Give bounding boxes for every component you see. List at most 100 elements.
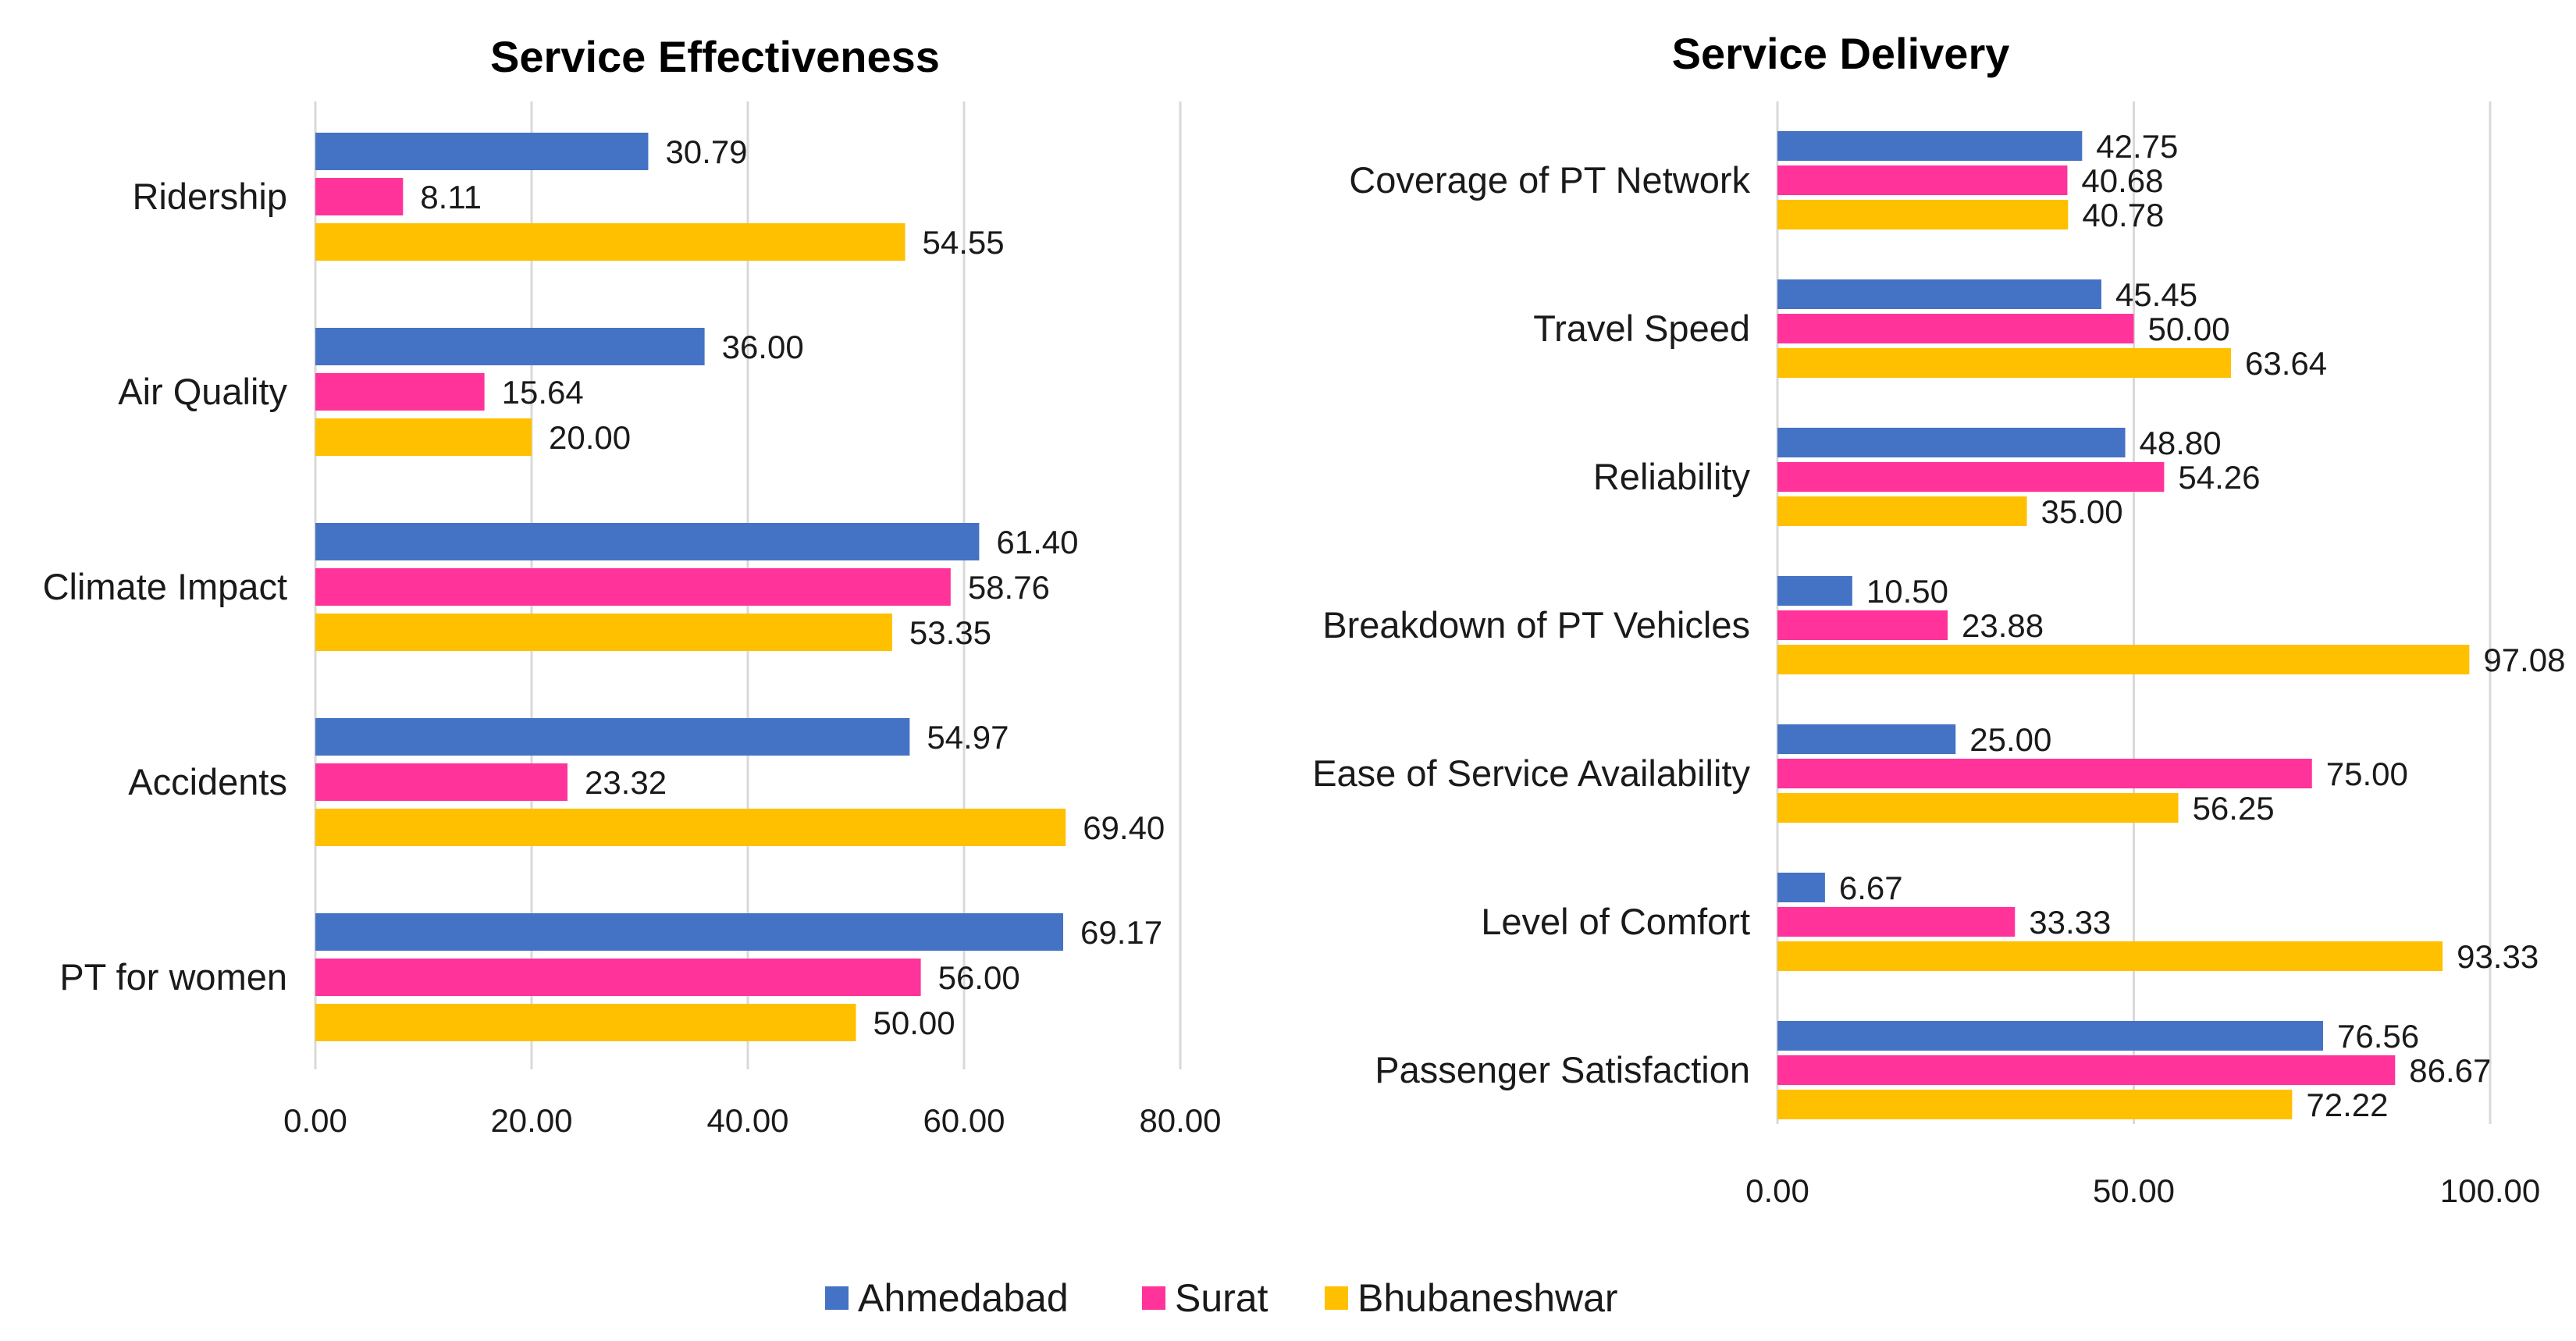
bars <box>1777 131 2470 1119</box>
data-label-surat-breakdown-of-pt-vehicles: 23.88 <box>1962 607 2044 644</box>
data-label-ahmedabad-air-quality: 36.00 <box>722 329 804 365</box>
service-effectiveness-chart: Service Effectiveness 30.79 8.11 54.55 36.0… <box>43 32 1222 1139</box>
data-label-surat-passenger-satisfaction: 86.67 <box>2409 1052 2491 1089</box>
data-label-bhubaneshwar-accidents: 69.40 <box>1083 809 1165 846</box>
data-label-bhubaneshwar-pt-for-women: 50.00 <box>873 1005 955 1041</box>
bar-surat-accidents <box>315 763 568 801</box>
legend-swatch-bhubaneshwar <box>1325 1286 1348 1310</box>
bar-surat-reliability <box>1777 462 2165 492</box>
data-label-ahmedabad-pt-for-women: 69.17 <box>1080 914 1162 951</box>
category-label: Reliability <box>1593 456 1751 497</box>
bar-ahmedabad-coverage-of-pt-network <box>1777 131 2083 161</box>
data-label-bhubaneshwar-level-of-comfort: 93.33 <box>2457 938 2539 975</box>
bar-ahmedabad-reliability <box>1777 428 2126 457</box>
x-tick-label: 50.00 <box>2093 1172 2175 1209</box>
chart-title: Service Effectiveness <box>490 32 940 81</box>
category-label: Ridership <box>132 176 287 217</box>
data-label-ahmedabad-level-of-comfort: 6.67 <box>1839 870 1903 906</box>
bar-surat-travel-speed <box>1777 314 2134 343</box>
category-label: Climate Impact <box>43 566 287 607</box>
data-label-ahmedabad-ease-of-service-availability: 25.00 <box>1969 721 2051 758</box>
bar-surat-level-of-comfort <box>1777 907 2016 937</box>
data-label-ahmedabad-reliability: 48.80 <box>2140 425 2222 461</box>
legend-label-ahmedabad: Ahmedabad <box>858 1276 1069 1320</box>
data-label-surat-ridership: 8.11 <box>420 179 482 215</box>
data-label-bhubaneshwar-air-quality: 20.00 <box>549 419 631 456</box>
data-label-surat-reliability: 54.26 <box>2178 459 2260 496</box>
category-label: Accidents <box>128 761 287 802</box>
bar-ahmedabad-climate-impact <box>315 523 980 560</box>
data-labels: 30.79 8.11 54.55 36.00 15.64 20.00 61.40 58.76 5… <box>420 133 1165 1041</box>
bar-ahmedabad-level-of-comfort <box>1777 873 1825 902</box>
bar-surat-ease-of-service-availability <box>1777 759 2312 788</box>
data-label-surat-accidents: 23.32 <box>585 764 667 801</box>
bar-bhubaneshwar-air-quality <box>315 418 532 456</box>
bar-surat-ridership <box>315 178 404 215</box>
bar-surat-pt-for-women <box>315 959 921 996</box>
data-label-bhubaneshwar-passenger-satisfaction: 72.22 <box>2306 1087 2388 1123</box>
x-tick-label: 100.00 <box>2440 1172 2540 1209</box>
category-label: Passenger Satisfaction <box>1375 1049 1750 1090</box>
category-label: PT for women <box>59 956 287 998</box>
bar-bhubaneshwar-passenger-satisfaction <box>1777 1090 2293 1119</box>
legend-swatch-ahmedabad <box>825 1286 849 1310</box>
category-labels: Ridership Air Quality Climate Impact Accide… <box>43 176 288 998</box>
bar-ahmedabad-pt-for-women <box>315 913 1064 951</box>
bars <box>315 133 1066 1041</box>
bar-bhubaneshwar-breakdown-of-pt-vehicles <box>1777 645 2470 674</box>
data-label-surat-coverage-of-pt-network: 40.68 <box>2081 162 2163 199</box>
data-label-ahmedabad-breakdown-of-pt-vehicles: 10.50 <box>1866 573 1948 610</box>
x-tick-labels: 0.00 50.00 100.00 <box>1745 1172 2540 1209</box>
data-label-ahmedabad-passenger-satisfaction: 76.56 <box>2337 1018 2419 1055</box>
bar-ahmedabad-breakdown-of-pt-vehicles <box>1777 576 1852 606</box>
bar-ahmedabad-passenger-satisfaction <box>1777 1021 2323 1051</box>
category-label: Breakdown of PT Vehicles <box>1322 604 1750 646</box>
bar-bhubaneshwar-pt-for-women <box>315 1004 856 1041</box>
data-label-ahmedabad-ridership: 30.79 <box>665 133 747 170</box>
data-label-surat-ease-of-service-availability: 75.00 <box>2326 756 2408 792</box>
bar-bhubaneshwar-ridership <box>315 223 906 261</box>
bar-bhubaneshwar-level-of-comfort <box>1777 941 2443 971</box>
data-label-bhubaneshwar-reliability: 35.00 <box>2041 493 2123 530</box>
bar-bhubaneshwar-ease-of-service-availability <box>1777 793 2179 823</box>
x-tick-label: 60.00 <box>923 1102 1005 1139</box>
x-tick-label: 20.00 <box>490 1102 572 1139</box>
data-label-ahmedabad-climate-impact: 61.40 <box>996 524 1078 560</box>
category-label: Air Quality <box>118 371 287 412</box>
data-label-surat-pt-for-women: 56.00 <box>938 959 1020 996</box>
category-label: Coverage of PT Network <box>1349 159 1750 201</box>
bar-ahmedabad-air-quality <box>315 328 705 365</box>
data-label-bhubaneshwar-breakdown-of-pt-vehicles: 97.08 <box>2483 642 2565 678</box>
data-label-surat-climate-impact: 58.76 <box>968 569 1050 606</box>
legend-swatch-surat <box>1142 1286 1165 1310</box>
bar-surat-climate-impact <box>315 568 951 606</box>
bar-surat-air-quality <box>315 373 485 411</box>
category-label: Level of Comfort <box>1481 901 1750 942</box>
legend-label-bhubaneshwar: Bhubaneshwar <box>1357 1276 1618 1320</box>
category-label: Travel Speed <box>1533 308 1750 349</box>
bar-bhubaneshwar-accidents <box>315 809 1066 846</box>
data-label-ahmedabad-travel-speed: 45.45 <box>2115 276 2197 313</box>
data-label-surat-level-of-comfort: 33.33 <box>2029 904 2111 941</box>
data-label-surat-travel-speed: 50.00 <box>2148 311 2230 347</box>
data-label-ahmedabad-coverage-of-pt-network: 42.75 <box>2096 128 2178 165</box>
data-label-bhubaneshwar-climate-impact: 53.35 <box>909 614 991 651</box>
data-label-bhubaneshwar-travel-speed: 63.64 <box>2245 345 2327 382</box>
bar-ahmedabad-ridership <box>315 133 649 170</box>
x-tick-label: 0.00 <box>1745 1172 1809 1209</box>
x-tick-label: 40.00 <box>706 1102 788 1139</box>
bar-bhubaneshwar-climate-impact <box>315 614 892 651</box>
x-tick-label: 0.00 <box>283 1102 347 1139</box>
data-label-bhubaneshwar-ease-of-service-availability: 56.25 <box>2193 790 2275 827</box>
category-labels: Coverage of PT Network Travel Speed Reliab… <box>1312 159 1750 1090</box>
bar-ahmedabad-travel-speed <box>1777 279 2101 309</box>
bar-surat-breakdown-of-pt-vehicles <box>1777 610 1948 640</box>
x-tick-label: 80.00 <box>1139 1102 1221 1139</box>
data-label-bhubaneshwar-coverage-of-pt-network: 40.78 <box>2082 197 2164 233</box>
bar-ahmedabad-ease-of-service-availability <box>1777 724 1956 754</box>
service-delivery-chart: Service Delivery 42.7540.6840.7845.4550.… <box>1312 29 2565 1209</box>
data-label-surat-air-quality: 15.64 <box>502 374 584 411</box>
bar-ahmedabad-accidents <box>315 718 910 756</box>
